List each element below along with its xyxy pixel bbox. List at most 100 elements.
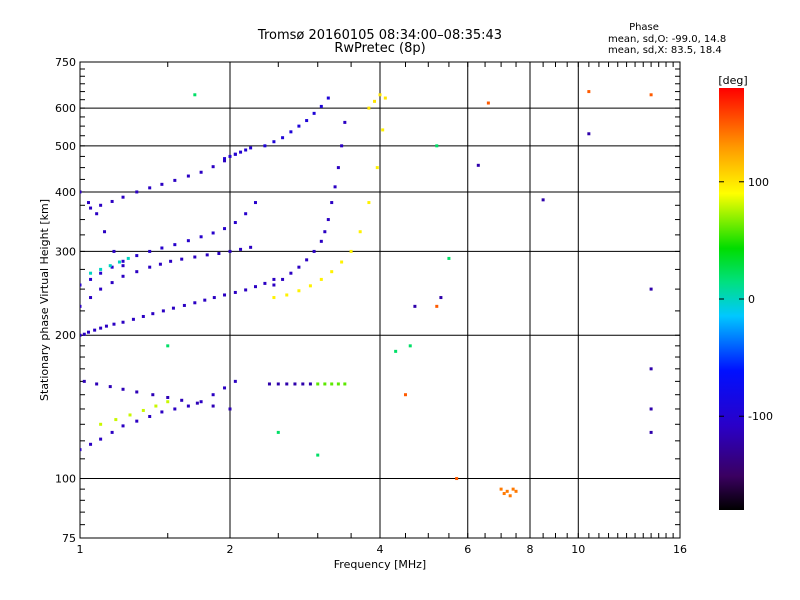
minor-tick-marks	[79, 61, 681, 538]
data-point	[80, 333, 82, 337]
data-point	[180, 398, 184, 402]
data-point	[135, 254, 139, 258]
data-point	[323, 230, 327, 234]
data-point	[154, 404, 158, 408]
data-point	[193, 301, 197, 305]
data-point	[289, 271, 293, 275]
data-point	[249, 146, 253, 150]
data-point	[316, 453, 320, 457]
colorbar-tick-label: -100	[748, 410, 773, 423]
data-point	[223, 293, 227, 297]
data-point	[326, 218, 330, 222]
data-points	[80, 90, 653, 498]
data-point	[649, 287, 653, 291]
data-point	[205, 253, 209, 257]
data-point	[233, 290, 237, 294]
data-point	[249, 245, 253, 249]
data-point	[228, 154, 232, 158]
data-point	[199, 400, 203, 404]
data-point	[117, 260, 121, 264]
data-point	[80, 283, 82, 287]
data-point	[89, 277, 93, 281]
data-point	[239, 150, 243, 154]
y-tick-labels: 75 100 200 300 400 500 600 750	[55, 56, 76, 545]
x-tick-label: 2	[227, 543, 234, 556]
data-point	[514, 489, 518, 493]
data-point	[110, 265, 114, 269]
data-point	[217, 251, 221, 255]
data-point	[272, 283, 276, 287]
data-point	[305, 119, 309, 123]
phase-info-x: mean, sd,X: 83.5, 18.4	[608, 45, 722, 56]
data-point	[148, 414, 152, 418]
data-point	[316, 382, 320, 386]
data-point	[281, 136, 285, 140]
data-point	[103, 230, 107, 234]
data-point	[486, 101, 490, 105]
colorbar-tick-label: 100	[748, 176, 769, 189]
data-point	[276, 430, 280, 434]
data-point	[104, 324, 108, 328]
data-point	[135, 190, 139, 194]
data-point	[173, 407, 177, 411]
data-point	[131, 317, 135, 321]
data-point	[186, 239, 190, 243]
data-point	[211, 165, 215, 169]
grid-lines	[80, 62, 680, 538]
data-point	[141, 408, 145, 412]
data-point	[343, 382, 347, 386]
data-point	[375, 166, 379, 170]
data-point	[223, 386, 227, 390]
data-point	[319, 277, 323, 281]
data-point	[330, 382, 334, 386]
data-point	[343, 120, 347, 124]
data-point	[82, 332, 86, 336]
chart-title: Tromsø 20160105 08:34:00–08:35:43	[257, 28, 502, 43]
data-point	[195, 401, 199, 405]
data-point	[381, 128, 385, 132]
data-point	[233, 379, 237, 383]
x-tick-label: 8	[527, 543, 534, 556]
data-point	[263, 144, 267, 148]
data-point	[587, 132, 591, 136]
x-tick-label: 16	[673, 543, 687, 556]
data-point	[148, 265, 152, 269]
data-point	[199, 235, 203, 239]
data-point	[173, 178, 177, 182]
data-point	[99, 267, 103, 271]
data-point	[293, 382, 297, 386]
data-point	[349, 249, 353, 253]
data-point	[80, 304, 82, 308]
data-point	[110, 281, 114, 285]
data-point	[228, 249, 232, 253]
data-point	[649, 93, 653, 97]
colorbar-label: [deg]	[718, 74, 747, 87]
data-point	[358, 230, 362, 234]
data-point	[455, 477, 459, 481]
data-point	[114, 418, 118, 422]
data-point	[203, 298, 207, 302]
y-tick-label: 75	[62, 532, 76, 545]
data-point	[649, 407, 653, 411]
data-point	[121, 320, 125, 324]
data-point	[285, 382, 289, 386]
data-point	[80, 448, 82, 452]
data-point	[99, 437, 103, 441]
data-point	[253, 201, 257, 205]
data-point	[86, 201, 90, 205]
data-point	[373, 99, 377, 103]
y-tick-label: 400	[55, 186, 76, 199]
data-point	[281, 277, 285, 281]
data-point	[89, 206, 93, 210]
data-point	[89, 442, 93, 446]
data-point	[169, 259, 173, 263]
data-point	[166, 344, 170, 348]
data-point	[161, 309, 165, 313]
y-axis-label: Stationary phase Virtual Height [km]	[38, 199, 51, 401]
data-point	[319, 104, 323, 108]
data-point	[476, 163, 480, 167]
data-point	[223, 157, 227, 161]
data-point	[447, 256, 451, 260]
data-point	[505, 489, 509, 493]
data-point	[272, 140, 276, 144]
